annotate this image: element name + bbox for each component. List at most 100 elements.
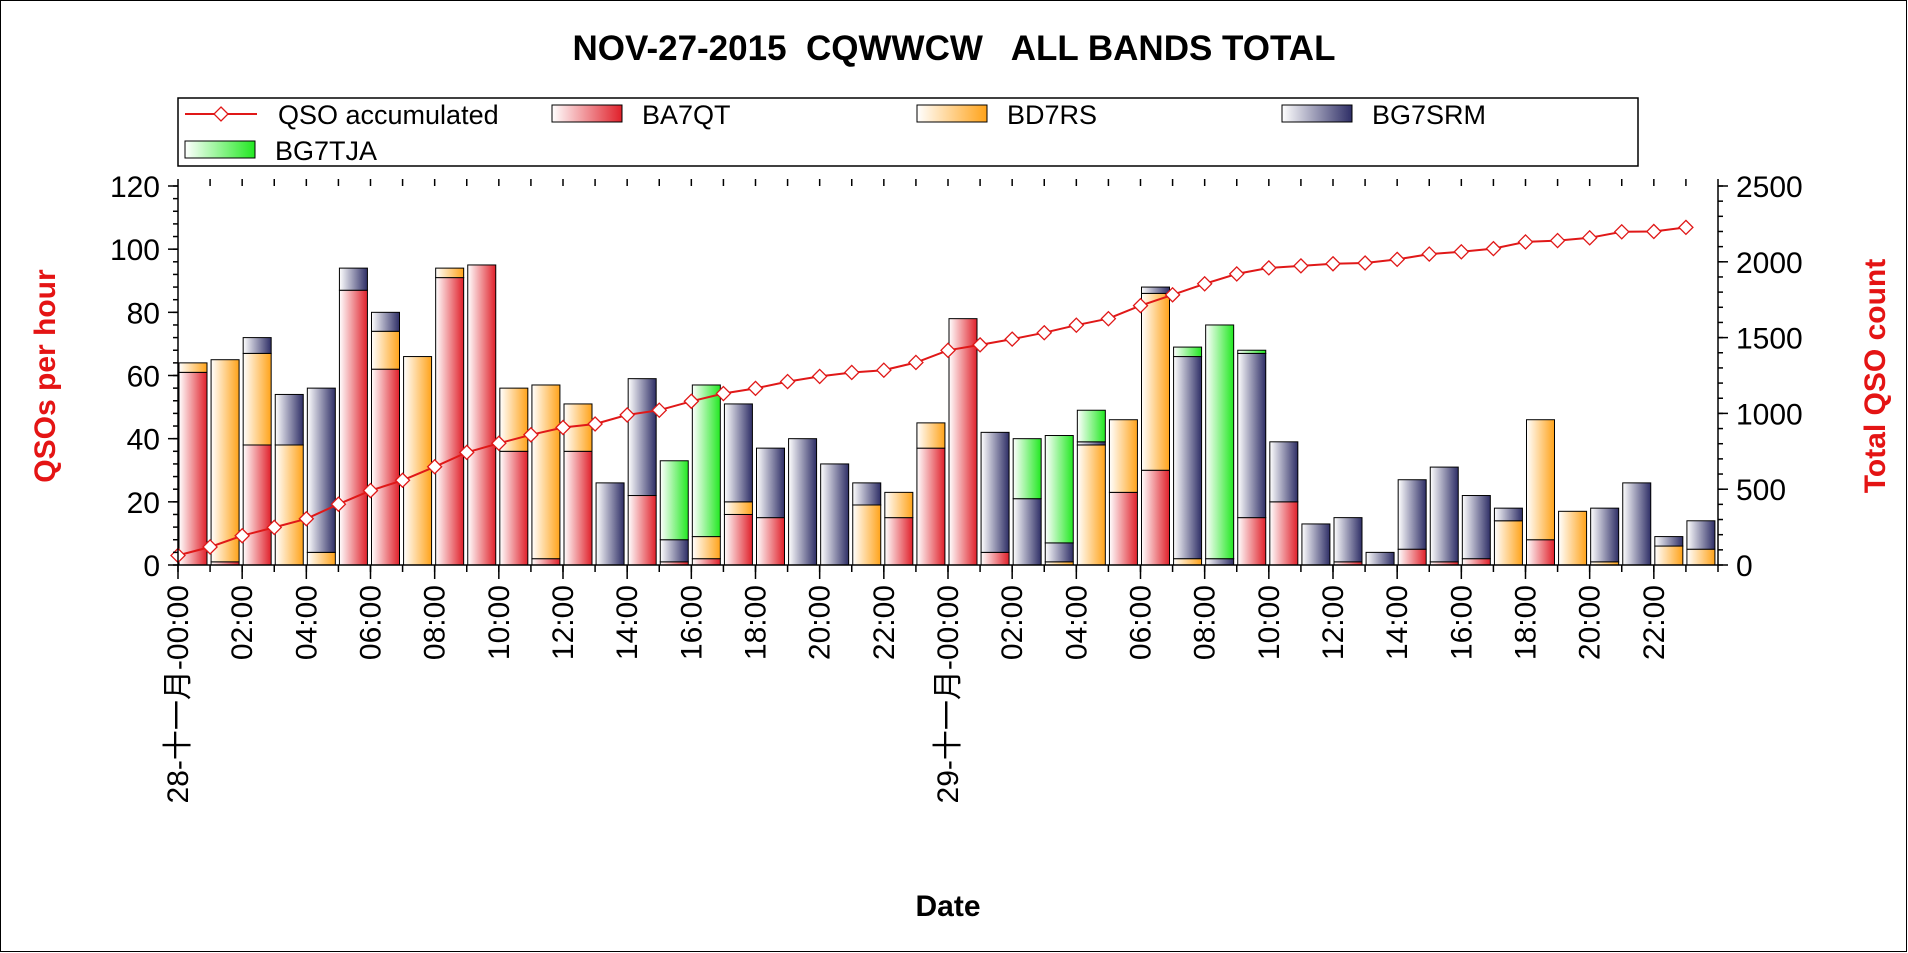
bar-ba7qt-42 — [1526, 539, 1555, 566]
bar-bd7rs-46 — [1654, 545, 1684, 566]
qso-accumulated-marker-10 — [490, 435, 507, 452]
bar-ba7qt-38 — [1397, 548, 1427, 566]
y2-tick-label: 1500 — [1736, 323, 1803, 356]
qso-accumulated-marker-5 — [330, 496, 347, 513]
x-tick-label: 10:00 — [483, 585, 516, 660]
bar-bg7srm-40 — [1461, 495, 1491, 560]
bar-bg7srm-25 — [980, 431, 1010, 553]
bar-bg7srm-17 — [723, 403, 753, 503]
legend-label-ba7qt: BA7QT — [642, 100, 731, 130]
bar-bd7rs-21 — [852, 504, 882, 566]
y-tick-label: 120 — [110, 171, 160, 204]
bar-bd7rs-4 — [306, 551, 336, 566]
qso-accumulated-marker-37 — [1357, 255, 1374, 271]
qso-accumulated-marker-23 — [907, 354, 924, 371]
y2-tick-label: 2500 — [1736, 171, 1803, 204]
chart-title: NOV-27-2015 CQWWCW ALL BANDS TOTAL — [573, 29, 1336, 68]
bar-bd7rs-29 — [1108, 419, 1138, 493]
bar-bg7srm-5 — [338, 267, 368, 291]
bar-ba7qt-5 — [338, 289, 368, 566]
qso-accumulated-marker-15 — [651, 402, 668, 419]
y2-tick-label: 500 — [1736, 474, 1786, 507]
bar-bd7rs-41 — [1493, 520, 1523, 566]
bar-ba7qt-10 — [499, 450, 529, 566]
bar-bg7srm-39 — [1429, 466, 1459, 563]
bar-ba7qt-17 — [723, 513, 753, 566]
bar-bg7srm-27 — [1044, 542, 1074, 563]
bar-ba7qt-24 — [948, 318, 978, 566]
qso-accumulated-marker-27 — [1036, 324, 1053, 341]
qso-accumulated-marker-13 — [587, 416, 604, 432]
qso-accumulated-marker-1 — [202, 539, 219, 555]
bar-bg7srm-26 — [1012, 498, 1042, 566]
bar-ba7qt-2 — [242, 444, 272, 566]
bar-bd7rs-0 — [178, 362, 208, 373]
x-tick-label: 06:00 — [355, 585, 388, 660]
legend-swatch-bg7srm — [1281, 104, 1353, 123]
bar-bd7rs-31 — [1173, 558, 1203, 566]
qso-accumulated-marker-36 — [1325, 255, 1341, 272]
bar-bg7srm-6 — [371, 311, 400, 332]
bar-bg7srm-30 — [1141, 286, 1170, 294]
x-axis-label: Date — [915, 890, 980, 923]
bar-ba7qt-18 — [756, 517, 785, 566]
y-tick-label: 60 — [127, 361, 160, 394]
bar-bg7tja-16 — [691, 384, 721, 538]
bar-bd7rs-16 — [691, 536, 721, 560]
qso-accumulated-marker-29 — [1100, 310, 1117, 327]
qso-accumulated-marker-31 — [1164, 286, 1181, 303]
bar-bd7rs-8 — [435, 267, 465, 279]
bar-bg7tja-27 — [1044, 435, 1074, 544]
qso-accumulated-marker-21 — [843, 364, 860, 381]
bar-bd7rs-22 — [884, 491, 914, 519]
bar-bg7srm-31 — [1173, 356, 1203, 560]
bar-ba7qt-11 — [531, 558, 561, 566]
bar-bd7rs-12 — [563, 403, 593, 452]
qso-accumulated-marker-46 — [1645, 223, 1662, 240]
legend-label-bg7srm: BG7SRM — [1372, 100, 1486, 130]
bar-bd7rs-47 — [1686, 548, 1716, 566]
x-tick-label: 16:00 — [675, 585, 708, 660]
bar-bg7srm-2 — [242, 337, 272, 354]
x-tick-label: 02:00 — [996, 585, 1029, 660]
x-tick-label: 10:00 — [1253, 585, 1286, 660]
bar-bg7srm-34 — [1269, 441, 1299, 503]
bar-bg7srm-36 — [1333, 517, 1363, 563]
bar-bg7tja-26 — [1012, 438, 1042, 500]
qso-accumulated-marker-2 — [234, 527, 251, 544]
y-tick-label: 80 — [127, 297, 160, 330]
legend-label-bd7rs: BD7RS — [1007, 100, 1097, 130]
bar-ba7qt-16 — [691, 558, 721, 566]
bar-bd7rs-28 — [1076, 444, 1106, 566]
bar-bd7rs-3 — [274, 444, 304, 566]
qso-accumulated-marker-18 — [747, 380, 764, 397]
legend: QSO accumulated BA7QT BD7RS BG7SRM BG7TJA — [177, 97, 1639, 167]
bar-bg7srm-33 — [1237, 352, 1267, 519]
bar-bg7srm-47 — [1686, 520, 1716, 550]
bar-ba7qt-25 — [980, 551, 1010, 566]
x-tick-label: 18:00 — [740, 585, 773, 660]
bar-bg7srm-46 — [1654, 536, 1684, 547]
bar-ba7qt-29 — [1108, 491, 1138, 566]
qso-accumulated-marker-47 — [1677, 219, 1694, 236]
x-tick-label: 20:00 — [804, 585, 837, 660]
x-tick-label: 20:00 — [1574, 585, 1607, 660]
qso-accumulated-marker-41 — [1485, 240, 1502, 257]
bar-bg7srm-18 — [756, 447, 785, 519]
bar-ba7qt-33 — [1237, 517, 1267, 566]
qso-accumulated-marker-39 — [1421, 246, 1438, 262]
legend-swatch-bg7tja — [184, 140, 256, 159]
qso-accumulated-marker-25 — [972, 336, 989, 353]
x-tick-label: 06:00 — [1125, 585, 1158, 660]
y2-tick-label: 1000 — [1736, 398, 1803, 431]
qso-accumulated-marker-9 — [458, 444, 475, 461]
bar-ba7qt-34 — [1269, 501, 1299, 566]
qso-accumulated-marker-11 — [522, 426, 539, 443]
qso-accumulated-marker-43 — [1549, 232, 1566, 249]
x-tick-label: 04:00 — [1060, 585, 1093, 660]
qso-accumulated-marker-34 — [1260, 259, 1277, 276]
bar-ba7qt-14 — [627, 495, 657, 566]
qso-accumulated-marker-40 — [1453, 243, 1470, 260]
bar-ba7qt-30 — [1141, 469, 1170, 566]
legend-box — [177, 97, 1639, 167]
